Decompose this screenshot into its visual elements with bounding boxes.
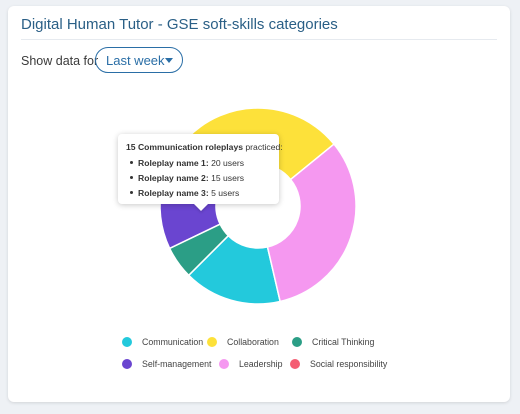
legend-item-critical-thinking[interactable]: Critical Thinking bbox=[292, 337, 374, 347]
tooltip-item-value: 5 users bbox=[211, 188, 240, 198]
legend-swatch bbox=[219, 359, 229, 369]
legend-item-communication[interactable]: Communication bbox=[122, 337, 203, 347]
legend-swatch bbox=[292, 337, 302, 347]
legend-swatch bbox=[207, 337, 217, 347]
legend-label: Social responsibility bbox=[310, 359, 388, 369]
show-data-label: Show data for bbox=[21, 54, 99, 68]
tooltip-item-name: Roleplay name 3: bbox=[138, 188, 209, 198]
page-title: Digital Human Tutor - GSE soft-skills ca… bbox=[21, 16, 338, 33]
legend-label: Self-management bbox=[142, 359, 212, 369]
legend-swatch bbox=[290, 359, 300, 369]
tooltip-item: Roleplay name 3: 5 users bbox=[130, 188, 271, 198]
chart-card: Digital Human Tutor - GSE soft-skills ca… bbox=[8, 6, 510, 402]
tooltip-item: Roleplay name 1: 20 users bbox=[130, 158, 271, 168]
slice-leadership[interactable] bbox=[266, 143, 357, 303]
legend-item-social-responsibility[interactable]: Social responsibility bbox=[290, 359, 387, 369]
tooltip-count: 15 bbox=[126, 142, 136, 152]
legend-label: Leadership bbox=[239, 359, 283, 369]
legend-swatch bbox=[122, 337, 132, 347]
title-divider bbox=[21, 39, 497, 40]
chart-tooltip: 15 Communication roleplays practiced: Ro… bbox=[118, 134, 283, 211]
legend-item-leadership[interactable]: Leadership bbox=[219, 359, 283, 369]
legend-label: Communication bbox=[142, 337, 204, 347]
tooltip-pointer bbox=[194, 204, 208, 211]
legend-label: Critical Thinking bbox=[312, 337, 375, 347]
tooltip-tail: practiced: bbox=[243, 142, 283, 152]
tooltip-item-value: 15 users bbox=[211, 173, 245, 183]
legend-item-collaboration[interactable]: Collaboration bbox=[207, 337, 279, 347]
period-dropdown[interactable]: Last week bbox=[95, 47, 183, 73]
tooltip-item-value: 20 users bbox=[211, 158, 245, 168]
slice-critical-thinking[interactable] bbox=[168, 223, 230, 277]
legend-label: Collaboration bbox=[227, 337, 279, 347]
tooltip-item: Roleplay name 2: 15 users bbox=[130, 173, 271, 183]
tooltip-category: Communication bbox=[137, 142, 203, 152]
tooltip-item-name: Roleplay name 2: bbox=[138, 173, 209, 183]
tooltip-heading: 15 Communication roleplays practiced: bbox=[126, 142, 283, 152]
period-dropdown-value: Last week bbox=[106, 52, 165, 68]
legend-item-self-management[interactable]: Self-management bbox=[122, 359, 211, 369]
tooltip-list: Roleplay name 1: 20 users Roleplay name … bbox=[126, 158, 271, 198]
tooltip-item-name: Roleplay name 1: bbox=[138, 158, 209, 168]
tooltip-suffix: roleplays bbox=[202, 142, 244, 152]
chevron-down-icon bbox=[165, 58, 173, 63]
legend-swatch bbox=[122, 359, 132, 369]
